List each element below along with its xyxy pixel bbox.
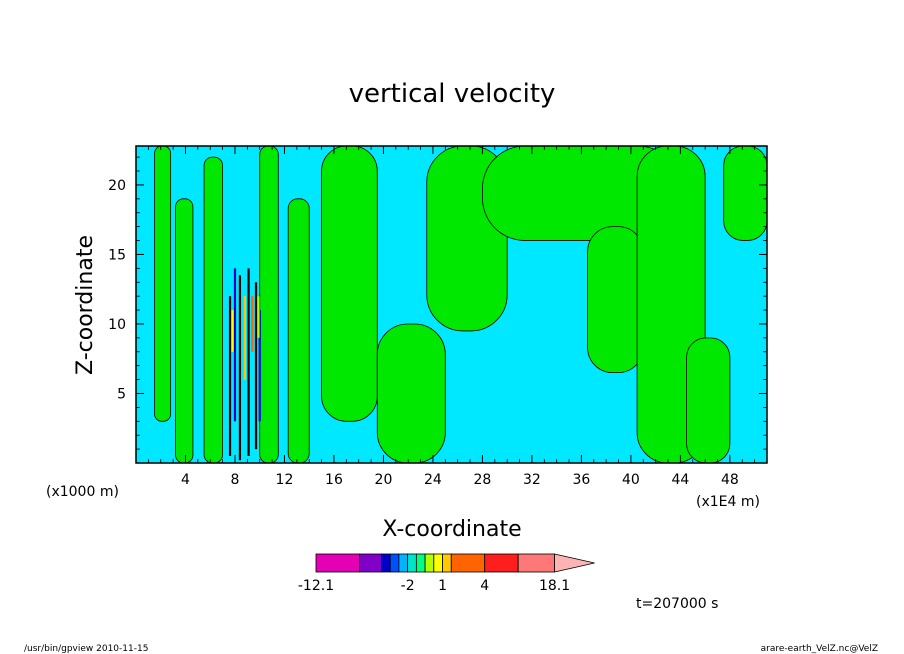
colorbar-cell-1 — [359, 553, 382, 573]
colorbar-cell-12 — [517, 553, 555, 573]
x-tick-label-2: 12 — [276, 472, 294, 488]
colorbar-label-1: -2 — [401, 578, 415, 594]
colorbar — [315, 553, 595, 573]
colorbar-cell-9 — [442, 553, 452, 573]
positive-contour-layer — [154, 145, 768, 464]
contour-region-3 — [259, 145, 279, 464]
plot-frame — [135, 145, 768, 464]
colorbar-label-0: -12.1 — [298, 578, 334, 594]
colorbar-cell-2 — [381, 553, 391, 573]
contour-region-1 — [175, 198, 194, 464]
plot-area — [135, 145, 768, 464]
footer-right: arare-earth_VelZ.nc@VelZ — [761, 644, 878, 654]
x-tick-label-8: 36 — [572, 472, 590, 488]
y-tick-label-3: 20 — [108, 178, 126, 194]
colorbar-cell-11 — [484, 553, 519, 573]
contour-region-9 — [587, 226, 644, 374]
chart-title: vertical velocity — [349, 79, 556, 109]
x-unit-label: (x1E4 m) — [696, 494, 760, 510]
x-tick-label-10: 44 — [671, 472, 689, 488]
colorbar-cell-8 — [433, 553, 443, 573]
contour-region-11 — [686, 337, 731, 464]
colorbar-cell-4 — [398, 553, 409, 573]
x-tick-label-9: 40 — [622, 472, 640, 488]
x-tick-label-5: 24 — [424, 472, 442, 488]
y-tick-label-2: 15 — [108, 247, 126, 263]
convective-core-layer — [228, 268, 261, 461]
x-tick-label-4: 20 — [375, 472, 393, 488]
contour-region-2 — [203, 156, 224, 464]
colorbar-label-2: 1 — [438, 578, 447, 594]
y-tick-label-0: 5 — [117, 386, 126, 402]
colorbar-cell-0 — [315, 553, 361, 573]
colorbar-label-4: 18.1 — [539, 578, 570, 594]
colorbar-cell-5 — [407, 553, 417, 573]
colorbar-cell-6 — [415, 553, 426, 573]
x-tick-label-7: 32 — [523, 472, 541, 488]
y-unit-label: (x1000 m) — [46, 484, 119, 500]
colorbar-cell-10 — [450, 553, 486, 573]
contour-region-6 — [376, 323, 446, 464]
x-tick-label-3: 16 — [325, 472, 343, 488]
colorbar-cell-3 — [389, 553, 400, 573]
contour-region-12 — [723, 145, 768, 241]
colorbar-extension — [554, 553, 595, 573]
colorbar-labels: -12.1 -2 1 4 18.1 — [298, 578, 570, 594]
y-axis: 5 10 15 20 — [108, 156, 767, 450]
x-tick-label-0: 4 — [181, 472, 190, 488]
colorbar-cell-7 — [424, 553, 435, 573]
time-annotation: t=207000 s — [636, 596, 718, 612]
x-tick-label-11: 48 — [721, 472, 739, 488]
y-tick-label-1: 10 — [108, 317, 126, 333]
footer-left: /usr/bin/gpview 2010-11-15 — [24, 644, 148, 654]
x-axis: 4 8 12 16 20 24 28 32 36 40 44 48 — [147, 146, 756, 488]
x-axis-label: X-coordinate — [382, 517, 521, 542]
colorbar-label-3: 4 — [480, 578, 489, 594]
contour-region-0 — [154, 145, 172, 422]
y-axis-label: Z-coordinate — [73, 235, 98, 375]
x-tick-label-1: 8 — [231, 472, 240, 488]
contour-region-5 — [321, 145, 378, 422]
x-tick-label-6: 28 — [474, 472, 492, 488]
contour-region-4 — [287, 198, 310, 464]
